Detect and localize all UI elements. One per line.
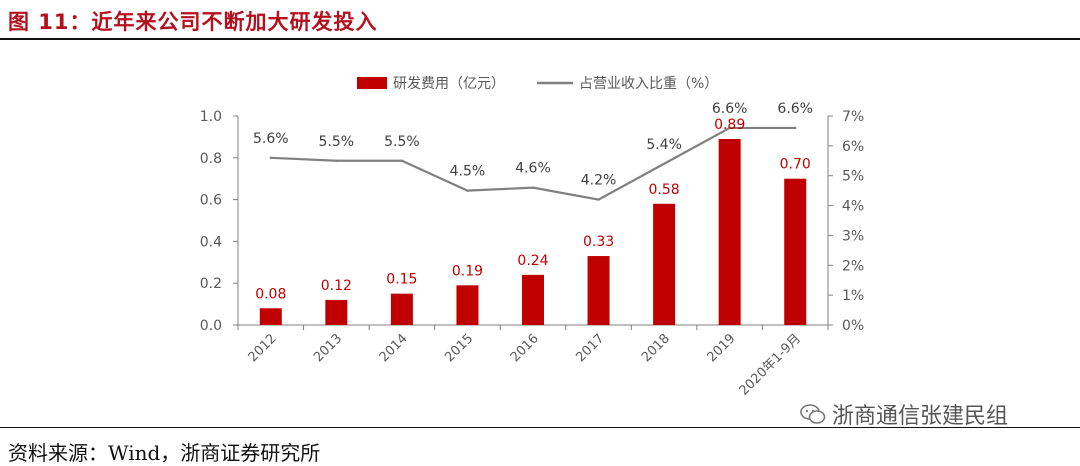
x-tick-label: 2012 xyxy=(246,331,280,365)
y-right-tick-label: 5% xyxy=(842,169,864,185)
bar xyxy=(390,293,413,325)
x-tick-label: 2016 xyxy=(508,331,542,365)
line-point xyxy=(466,189,469,192)
data-labels: 0.08 0.12 0.15 0.19 0.24 0.33 0.58 0.89 0.70 5.6%… xyxy=(253,101,813,302)
bar-value-label: 0.58 xyxy=(649,182,680,198)
bar xyxy=(784,178,807,325)
bar xyxy=(456,285,479,325)
legend-bar-swatch xyxy=(357,77,387,89)
bar xyxy=(325,299,348,325)
bar xyxy=(522,274,544,325)
line-series xyxy=(269,126,797,201)
x-tick-label: 2013 xyxy=(311,331,345,365)
line-point xyxy=(794,126,797,130)
bar-value-label: 0.33 xyxy=(583,234,614,250)
title-rule xyxy=(0,38,1080,40)
x-tick-label: 2014 xyxy=(377,331,411,365)
y-right-tick-label: 6% xyxy=(842,139,864,155)
y-right-tick-label: 3% xyxy=(842,228,864,244)
line-value-label: 4.6% xyxy=(515,161,551,177)
bar xyxy=(587,256,610,325)
bar-value-label: 0.12 xyxy=(321,278,352,294)
y-right-tick-label: 0% xyxy=(842,318,864,334)
wechat-icon xyxy=(800,404,826,424)
chart: 研发费用（亿元） 占营业收入比重（%） 0.0 0.2 0.4 0.6 0.8 1.0 0% 1… xyxy=(200,76,864,399)
line-point xyxy=(662,162,666,165)
line-point xyxy=(531,186,535,189)
bar xyxy=(259,308,282,325)
line-point xyxy=(400,159,404,162)
line-value-label: 4.2% xyxy=(581,173,617,189)
bar-value-label: 0.70 xyxy=(780,157,811,173)
bar-series xyxy=(259,138,807,325)
y-left-tick-label: 0.4 xyxy=(200,234,222,250)
source-rule xyxy=(0,427,1080,428)
y-right-tick-label: 2% xyxy=(842,258,864,274)
y-left-tick-label: 0.2 xyxy=(200,276,222,292)
line-value-label: 6.6% xyxy=(777,101,813,117)
watermark-text: 浙商通信张建民组 xyxy=(832,404,1009,429)
line-value-label: 5.5% xyxy=(384,134,420,150)
y-left-tick-label: 1.0 xyxy=(200,109,222,125)
line-point xyxy=(597,198,600,201)
x-tick-label: 2019 xyxy=(704,331,738,365)
line-point xyxy=(728,126,731,130)
bar-value-label: 0.08 xyxy=(255,286,286,302)
line-point xyxy=(335,159,338,162)
bar xyxy=(718,138,741,325)
bar-value-label: 0.19 xyxy=(452,263,483,279)
legend-bar-label: 研发费用（亿元） xyxy=(393,76,505,92)
y-right-tick-label: 4% xyxy=(842,199,864,215)
x-tick-label: 2015 xyxy=(442,331,476,365)
y-left-tick-label: 0.6 xyxy=(200,193,222,209)
y-left-tick-label: 0.0 xyxy=(200,318,222,334)
bar-value-label: 0.24 xyxy=(517,253,548,269)
bar xyxy=(653,203,676,325)
watermark: 浙商通信张建民组 xyxy=(800,398,1008,430)
line-value-label: 5.6% xyxy=(253,131,289,147)
source-note: 资料来源：Wind，浙商证券研究所 xyxy=(8,441,321,465)
line-value-label: 4.5% xyxy=(450,164,486,180)
legend-line-label: 占营业收入比重（%） xyxy=(579,76,718,92)
figure-title: 图 11：近年来公司不断加大研发投入 xyxy=(8,10,378,34)
bar-value-label: 0.15 xyxy=(386,272,417,288)
x-tick-label: 2018 xyxy=(639,331,673,365)
y-right-tick-label: 1% xyxy=(842,288,864,304)
y-right-tick-label: 7% xyxy=(842,109,864,125)
line-value-label: 5.4% xyxy=(646,137,682,153)
line-value-label: 6.6% xyxy=(712,101,748,117)
y-left-tick-label: 0.8 xyxy=(200,151,222,167)
x-tick-label: 2017 xyxy=(573,331,607,365)
bar-value-label: 0.89 xyxy=(714,117,745,133)
x-tick-label: 2020年1-9月 xyxy=(737,331,804,398)
line-value-label: 5.5% xyxy=(319,134,355,150)
legend: 研发费用（亿元） 占营业收入比重（%） xyxy=(357,76,718,92)
line-point xyxy=(269,156,272,159)
